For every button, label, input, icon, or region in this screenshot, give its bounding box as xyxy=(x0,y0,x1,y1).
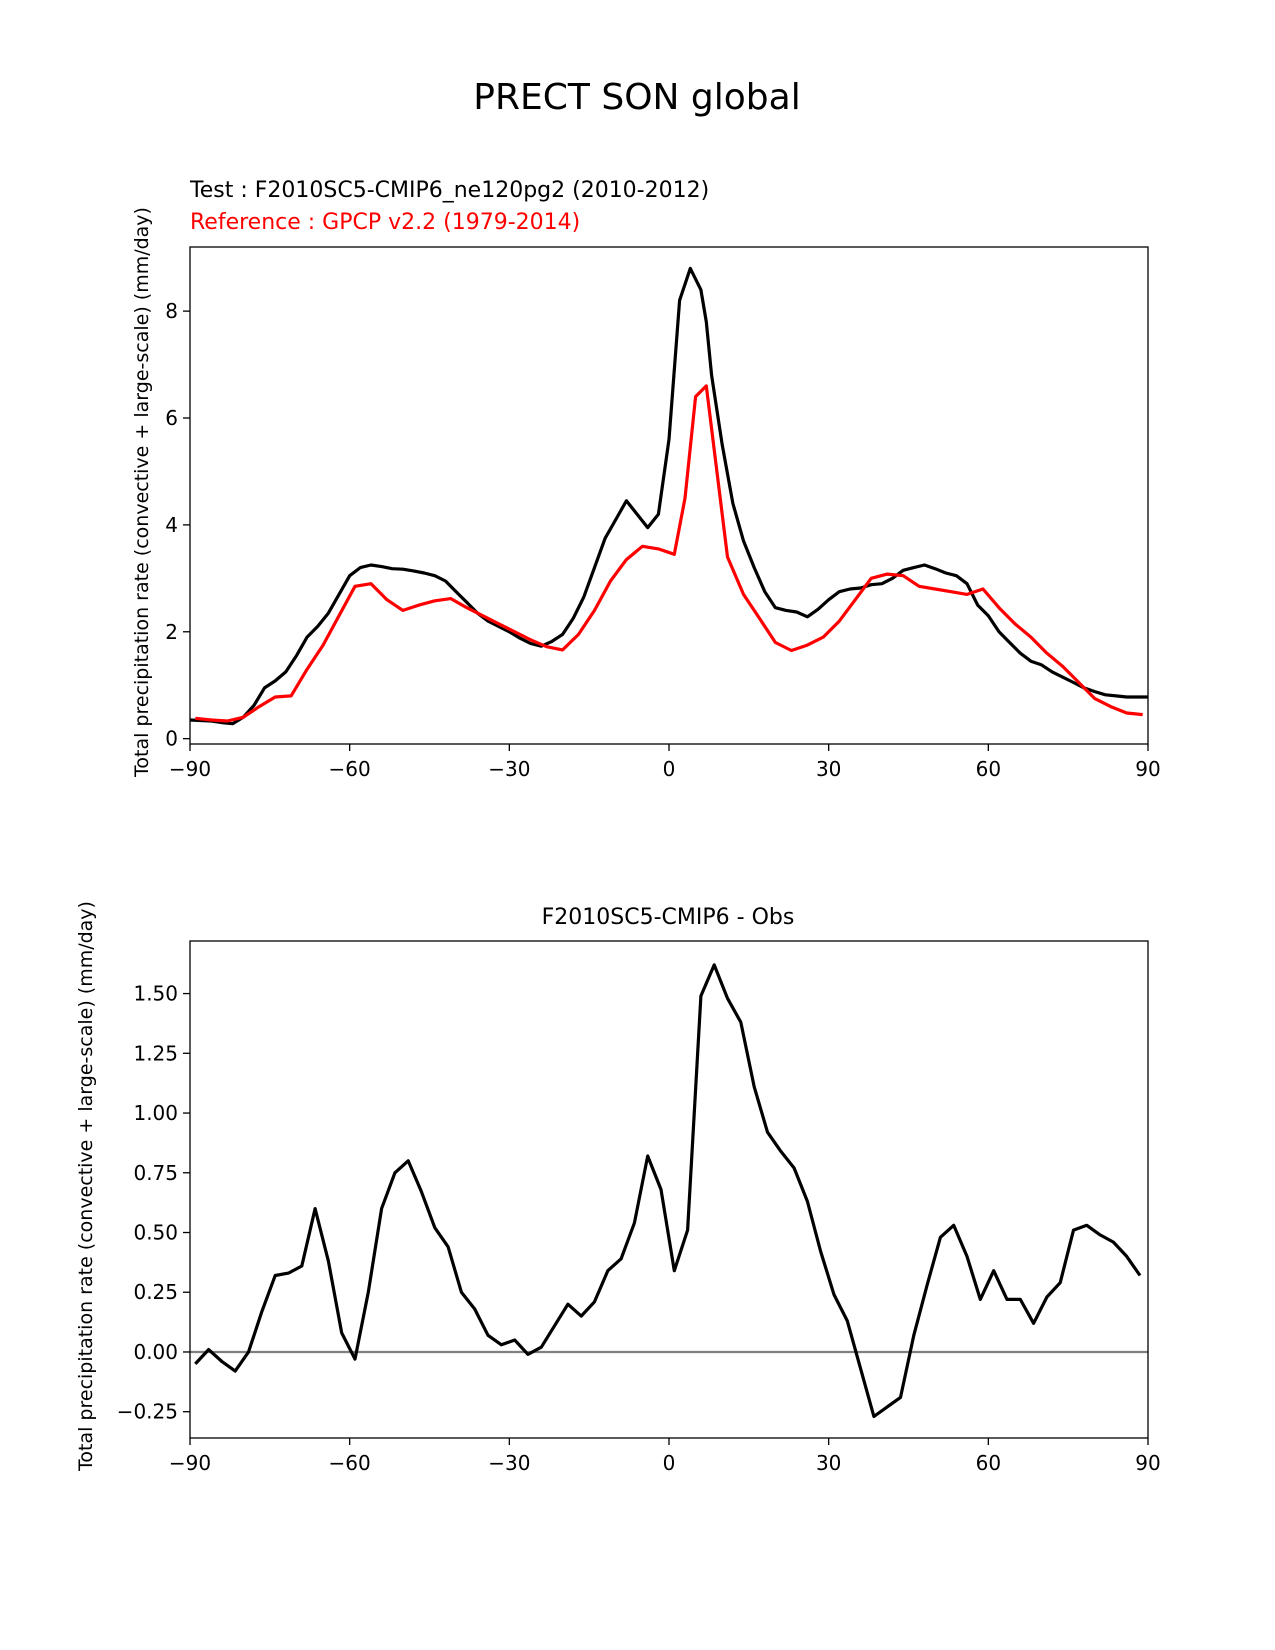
y-tick-label: 0.50 xyxy=(133,1221,178,1245)
x-tick-label: −90 xyxy=(169,757,211,781)
y-tick-label: 2 xyxy=(165,620,178,644)
x-tick-label: 60 xyxy=(976,1451,1001,1475)
y-tick-label: 4 xyxy=(165,513,178,537)
y-tick-label: 6 xyxy=(165,406,178,430)
plot-frame xyxy=(189,246,1149,745)
x-tick-label: −30 xyxy=(488,757,530,781)
x-tick-label: 0 xyxy=(663,757,676,781)
y-tick-label: 8 xyxy=(165,299,178,323)
x-tick-label: 30 xyxy=(816,757,841,781)
x-tick-label: −30 xyxy=(488,1451,530,1475)
y-tick-label: 0 xyxy=(165,727,178,751)
y-tick-label: −0.25 xyxy=(117,1400,178,1424)
plot-frame xyxy=(189,940,1149,1439)
figure-title: PRECT SON global xyxy=(473,77,800,118)
difference-title: F2010SC5-CMIP6 - Obs xyxy=(542,905,795,930)
series-line-test xyxy=(189,266,1148,726)
x-tick-label: 90 xyxy=(1135,757,1160,781)
series-line-difference xyxy=(194,963,1142,1419)
reference-subtitle: Reference : GPCP v2.2 (1979-2014) xyxy=(190,210,580,235)
x-tick-label: 0 xyxy=(663,1451,676,1475)
y-tick-label: 1.50 xyxy=(133,982,178,1006)
series-line-reference xyxy=(195,384,1143,723)
y-tick-label: 0.25 xyxy=(133,1280,178,1304)
difference-panel: F2010SC5-CMIP6 - Obs Total precipitation… xyxy=(75,901,1161,1475)
x-tick-label: 30 xyxy=(816,1451,841,1475)
x-tick-label: 60 xyxy=(976,757,1001,781)
y-axis-label: Total precipitation rate (convective + l… xyxy=(75,901,97,1472)
y-tick-label: 0.00 xyxy=(133,1340,178,1364)
x-tick-label: −60 xyxy=(329,1451,371,1475)
precipitation-panel: Test : F2010SC5-CMIP6_ne120pg2 (2010-201… xyxy=(131,178,1161,781)
y-tick-label: 1.25 xyxy=(133,1041,178,1065)
x-tick-label: −90 xyxy=(169,1451,211,1475)
y-tick-label: 1.00 xyxy=(133,1101,178,1125)
test-subtitle: Test : F2010SC5-CMIP6_ne120pg2 (2010-201… xyxy=(189,178,709,203)
x-tick-label: −60 xyxy=(329,757,371,781)
x-tick-label: 90 xyxy=(1135,1451,1160,1475)
y-axis-label: Total precipitation rate (convective + l… xyxy=(131,207,153,778)
y-tick-label: 0.75 xyxy=(133,1161,178,1185)
